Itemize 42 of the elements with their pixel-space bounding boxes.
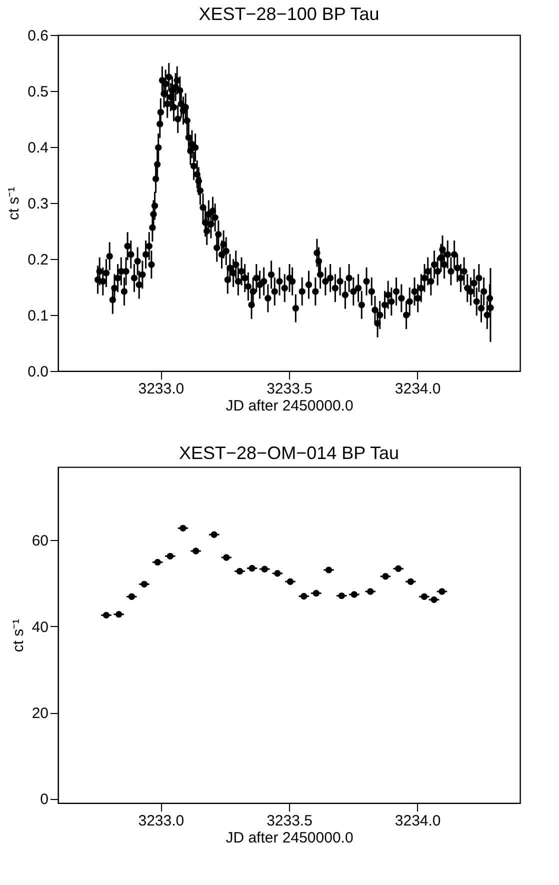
y-tick-label: 0.2 bbox=[28, 252, 48, 268]
point bbox=[300, 592, 308, 600]
point bbox=[274, 570, 281, 577]
point bbox=[312, 590, 320, 597]
point bbox=[236, 568, 244, 575]
point bbox=[210, 531, 218, 538]
point bbox=[394, 565, 402, 572]
x-tick-label: 3234.0 bbox=[394, 812, 441, 830]
x-axis-title: JD after 2450000.0 bbox=[226, 830, 354, 846]
point bbox=[367, 588, 374, 595]
y-tick-label: 0.4 bbox=[28, 140, 48, 156]
y-tick-label: 20 bbox=[32, 705, 48, 722]
x-tick-label: 3233.5 bbox=[266, 380, 312, 398]
y-tick-label: 0.5 bbox=[28, 84, 48, 100]
x-tick-label: 3234.0 bbox=[394, 380, 441, 398]
point bbox=[438, 588, 446, 595]
point bbox=[192, 548, 200, 554]
point bbox=[382, 573, 389, 580]
y-tick-label: 0.0 bbox=[28, 364, 48, 380]
point bbox=[166, 552, 174, 560]
y-tick-label: 0 bbox=[40, 791, 48, 808]
y-axis-title: ct s⁻¹ bbox=[6, 186, 23, 220]
point bbox=[325, 566, 332, 574]
y-tick-label: 0.6 bbox=[28, 28, 48, 44]
point bbox=[140, 580, 148, 588]
point bbox=[128, 593, 136, 600]
y-tick-label: 0.1 bbox=[28, 308, 48, 324]
x-tick-label: 3233.0 bbox=[138, 380, 184, 398]
x-tick-label: 3233.0 bbox=[138, 812, 184, 830]
y-tick-label: 0.3 bbox=[28, 196, 48, 212]
point bbox=[154, 558, 161, 566]
point bbox=[407, 578, 414, 585]
y-tick-label: 60 bbox=[32, 532, 48, 550]
x-axis-title: JD after 2450000.0 bbox=[226, 398, 354, 414]
y-axis-title: ct s⁻¹ bbox=[10, 618, 27, 652]
point bbox=[286, 578, 294, 585]
point bbox=[223, 554, 230, 561]
x-tick-label: 3233.5 bbox=[266, 812, 312, 830]
point bbox=[180, 524, 186, 532]
chart-title: XEST−28−100 BP Tau bbox=[198, 4, 380, 24]
chart-title: XEST−28−OM−014 BP Tau bbox=[179, 443, 399, 463]
y-tick-label: 40 bbox=[32, 618, 48, 636]
